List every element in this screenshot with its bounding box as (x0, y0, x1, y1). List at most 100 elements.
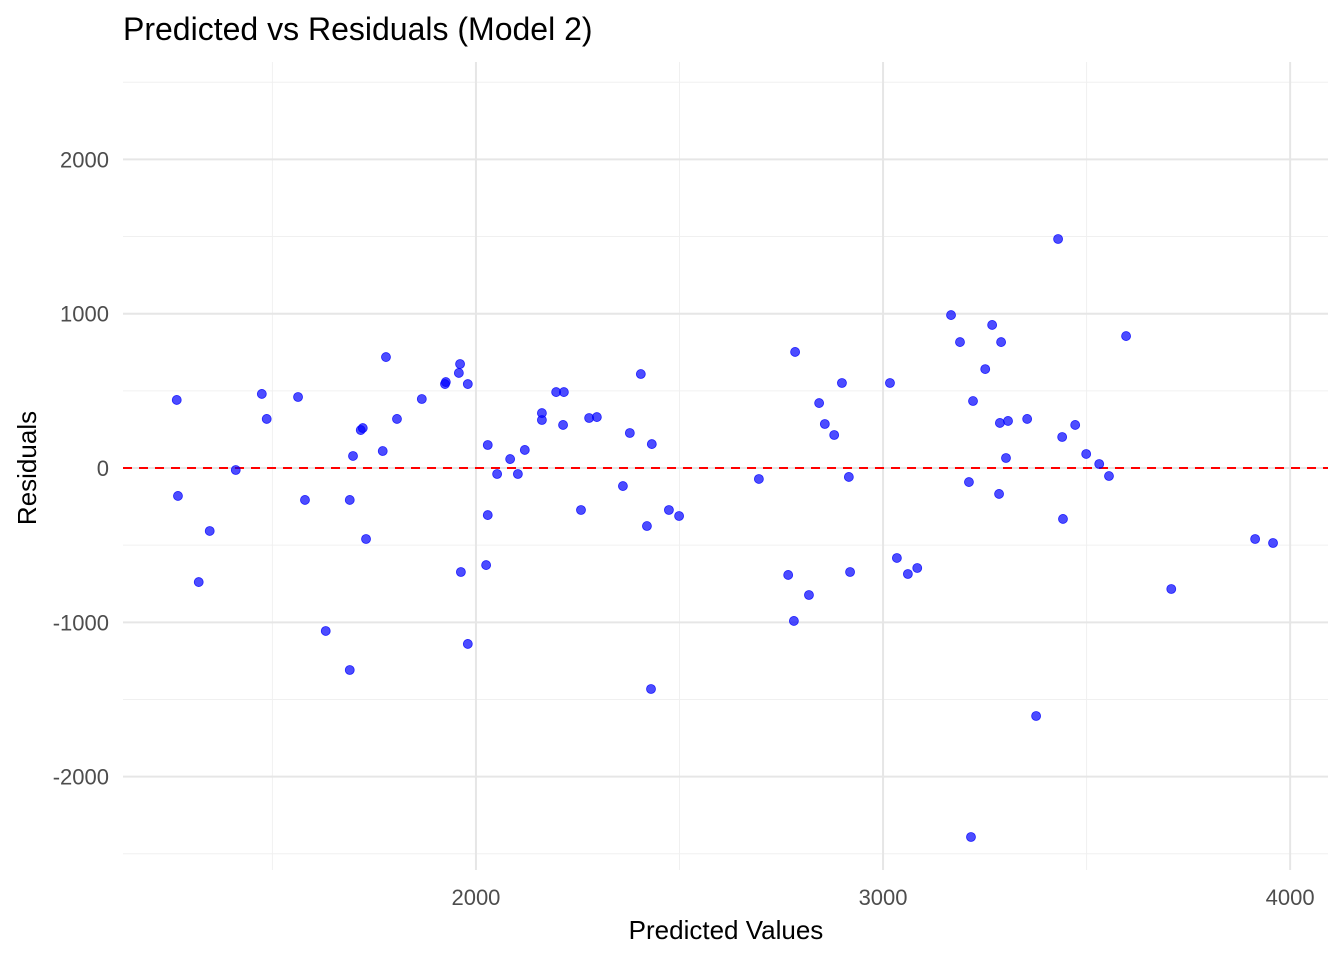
data-point (964, 477, 974, 487)
data-point (902, 569, 913, 579)
data-point (455, 567, 466, 577)
data-point (646, 439, 657, 449)
data-point (344, 665, 355, 675)
data-point (256, 389, 267, 399)
data-point (1104, 471, 1114, 481)
data-point (453, 368, 464, 378)
data-point (955, 337, 965, 347)
data-point (996, 337, 1007, 347)
data-point (361, 534, 371, 544)
data-point (416, 394, 427, 404)
y-tick-label: 2000 (60, 147, 109, 172)
data-point (788, 616, 799, 626)
data-point (558, 387, 569, 397)
data-point (1057, 432, 1068, 442)
data-point (814, 398, 825, 408)
data-point (173, 491, 183, 501)
data-point (1003, 416, 1013, 426)
data-point (790, 347, 801, 357)
data-point (674, 511, 684, 521)
data-point (1001, 453, 1011, 463)
data-point (204, 526, 215, 536)
data-point (1031, 711, 1042, 721)
points (171, 234, 1278, 842)
data-point (440, 377, 451, 387)
data-point (980, 364, 991, 374)
data-point (753, 474, 764, 484)
data-point (664, 505, 674, 515)
data-point (293, 392, 303, 402)
data-point (482, 440, 493, 450)
data-point (912, 563, 923, 573)
data-point (624, 428, 635, 438)
data-point (1022, 414, 1033, 424)
data-point (482, 510, 493, 520)
data-point (455, 359, 465, 369)
y-axis-label: Residuals (12, 411, 42, 525)
data-point (300, 495, 310, 505)
data-point (519, 445, 530, 455)
data-point (891, 553, 902, 563)
data-point (994, 418, 1005, 428)
data-point (987, 320, 998, 330)
data-point (492, 469, 503, 479)
data-point (946, 310, 956, 320)
data-point (576, 505, 586, 515)
data-point (885, 378, 895, 388)
chart-title: Predicted vs Residuals (Model 2) (123, 11, 593, 47)
data-point (635, 369, 646, 379)
data-point (392, 414, 402, 424)
data-point (261, 414, 272, 424)
data-point (804, 590, 814, 600)
data-point (837, 378, 847, 388)
y-tick-label: 1000 (60, 302, 109, 327)
x-axis-label: Predicted Values (629, 915, 824, 945)
data-point (377, 446, 388, 456)
data-point (968, 396, 978, 406)
data-point (1250, 534, 1261, 544)
data-point (1268, 538, 1278, 548)
data-point (462, 639, 473, 649)
data-point (320, 626, 331, 636)
y-tick-label: -2000 (53, 765, 109, 790)
data-point (1081, 449, 1092, 459)
y-tick-label: -1000 (53, 610, 109, 635)
data-point (462, 379, 473, 389)
data-point (193, 577, 204, 587)
data-point (819, 419, 830, 429)
data-point (537, 415, 547, 425)
data-point (1121, 331, 1131, 341)
data-point (783, 570, 794, 580)
data-point (618, 481, 628, 491)
x-tick-label: 4000 (1266, 885, 1315, 910)
x-tick-label: 2000 (451, 885, 500, 910)
data-point (845, 567, 855, 577)
data-point (1166, 584, 1177, 594)
data-point (1053, 234, 1063, 244)
data-point (994, 489, 1004, 499)
data-point (966, 832, 976, 842)
data-point (646, 684, 656, 694)
data-point (558, 420, 568, 430)
data-point (357, 423, 368, 433)
data-point (1094, 459, 1105, 469)
data-point (230, 465, 241, 475)
y-tick-label: 0 (97, 456, 109, 481)
data-point (642, 521, 652, 531)
data-point (381, 352, 391, 362)
data-point (843, 472, 854, 482)
data-point (512, 469, 523, 479)
data-point (348, 451, 358, 461)
data-point (171, 395, 182, 405)
data-point (481, 560, 492, 570)
data-point (829, 430, 840, 440)
data-point (591, 412, 602, 422)
data-point (505, 454, 516, 464)
data-point (344, 495, 355, 505)
x-tick-label: 3000 (859, 885, 908, 910)
data-point (1058, 514, 1068, 524)
grid (123, 62, 1328, 870)
data-point (1070, 420, 1081, 430)
axes: 2000 3000 4000 -2000 -1000 0 1000 2000 (53, 147, 1328, 910)
